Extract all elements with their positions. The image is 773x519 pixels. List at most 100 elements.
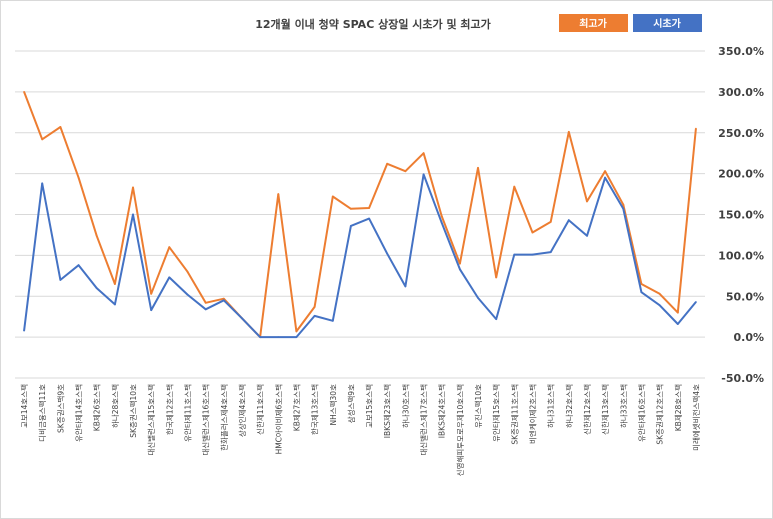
- data-point: [658, 292, 661, 295]
- x-tick-label: 한국제13호스팩: [310, 384, 320, 435]
- data-point: [549, 221, 552, 223]
- legend-swatch-open: [633, 14, 702, 32]
- x-tick-label: 하나31호스팩: [546, 384, 556, 428]
- data-point: [168, 246, 171, 249]
- x-tick-label: 삼성스팩9호: [346, 384, 356, 423]
- x-tick-label: 유안타제14호스팩: [74, 384, 84, 442]
- data-point: [132, 213, 134, 216]
- data-point: [313, 315, 316, 317]
- data-point: [23, 91, 25, 93]
- data-point: [295, 330, 298, 333]
- y-tick-label: 50.0%: [726, 290, 764, 303]
- data-point: [676, 323, 679, 325]
- data-point: [59, 126, 62, 128]
- data-point: [622, 207, 625, 210]
- legend-swatch-max: [559, 14, 628, 32]
- data-point: [95, 234, 98, 237]
- data-point: [586, 200, 588, 203]
- data-point: [495, 276, 498, 279]
- data-point: [368, 207, 370, 209]
- x-tick-label: 교보14호스팩: [19, 384, 29, 428]
- data-point: [586, 234, 588, 237]
- x-tick-label: SK증권제12호스팩: [655, 384, 665, 445]
- data-point: [313, 306, 316, 308]
- x-tick-label: 대신밸런스제15호스팩: [146, 384, 156, 456]
- data-point: [422, 152, 425, 155]
- data-point: [676, 311, 679, 314]
- data-point: [567, 219, 570, 222]
- data-point: [495, 318, 498, 320]
- x-tick-label: 하나32호스팩: [564, 384, 574, 428]
- x-tick-label: 비엔케이제2호스팩: [528, 384, 538, 444]
- data-point: [440, 221, 443, 224]
- x-tick-label: 하나28호스팩: [110, 384, 120, 428]
- chart-title: 12개월 이내 청약 SPAC 상장일 시초가 및 최고가: [255, 17, 491, 31]
- data-point: [59, 279, 62, 281]
- data-point: [204, 301, 207, 304]
- x-tick-label: 신한제13호스팩: [600, 384, 610, 435]
- x-tick-label: 유안타제15호스팩: [491, 384, 501, 442]
- data-point: [277, 193, 280, 196]
- data-point: [331, 195, 334, 198]
- series-lines: [23, 91, 697, 339]
- data-point: [549, 251, 552, 254]
- x-tick-label: IBKS제23호스팩: [382, 384, 392, 438]
- data-point: [241, 317, 243, 320]
- x-tick-label: SK증권스팩9호: [55, 384, 65, 433]
- data-point: [531, 253, 534, 256]
- x-tick-label: KB제28호스팩: [673, 384, 683, 431]
- data-point: [41, 182, 44, 185]
- data-point: [604, 170, 606, 173]
- data-point: [150, 292, 153, 295]
- legend-label-open: 시초가: [653, 17, 681, 30]
- data-point: [695, 301, 697, 303]
- data-point: [404, 170, 407, 173]
- x-tick-label: IBKS제24호스팩: [437, 384, 447, 438]
- data-point: [168, 276, 171, 279]
- x-tick-label: 디비금융스팩11호: [37, 384, 47, 442]
- data-point: [695, 127, 697, 130]
- y-tick-label: 350.0%: [718, 45, 764, 58]
- x-tick-label: 하나30호스팩: [400, 384, 410, 428]
- y-tick-label: 100.0%: [718, 249, 764, 262]
- y-tick-label: 150.0%: [718, 209, 764, 222]
- data-point: [440, 215, 443, 218]
- x-tick-label: 신영해피투모로우제10호스팩: [455, 384, 465, 476]
- data-point: [114, 283, 116, 285]
- x-tick-label: 대신밸런스제17호스팩: [419, 384, 429, 456]
- data-point: [622, 203, 625, 206]
- x-tick-label: 유안타제11호스팩: [183, 384, 193, 442]
- x-tick-label: KB제26호스팩: [92, 384, 102, 431]
- data-point: [186, 270, 189, 273]
- data-point: [640, 283, 643, 285]
- data-point: [204, 308, 207, 311]
- x-tick-label: NH스팩30호: [328, 384, 338, 426]
- data-point: [513, 185, 516, 188]
- data-point: [350, 225, 352, 227]
- legend-label-max: 최고가: [579, 17, 607, 30]
- data-point: [77, 176, 80, 179]
- x-tick-label: SK증권스팩10호: [128, 384, 138, 438]
- x-tick-label: 교보15호스팩: [364, 384, 374, 428]
- data-point: [459, 268, 461, 271]
- x-tick-label: KB제27호스팩: [291, 384, 301, 431]
- data-point: [350, 207, 352, 210]
- series-line-open: [23, 173, 697, 339]
- data-point: [114, 303, 116, 306]
- y-tick-label: 200.0%: [718, 168, 764, 181]
- data-point: [259, 336, 261, 338]
- data-point: [150, 309, 153, 311]
- data-point: [95, 287, 98, 289]
- data-point: [567, 131, 570, 133]
- x-axis-tick-labels: 교보14호스팩 디비금융스팩11호 SK증권스팩9호 유안타제14호스팩 KB제26호스…: [19, 384, 701, 476]
- y-tick-label: 300.0%: [718, 86, 764, 99]
- x-tick-label: 상상인제4호스팩: [237, 384, 247, 437]
- x-tick-label: 유진스팩10호: [473, 384, 483, 428]
- data-point: [186, 293, 189, 296]
- data-point: [459, 262, 461, 265]
- x-tick-label: HMC아이비제6호스팩: [273, 384, 283, 455]
- data-point: [386, 252, 389, 255]
- x-tick-label: SK증권제11호스팩: [509, 384, 519, 445]
